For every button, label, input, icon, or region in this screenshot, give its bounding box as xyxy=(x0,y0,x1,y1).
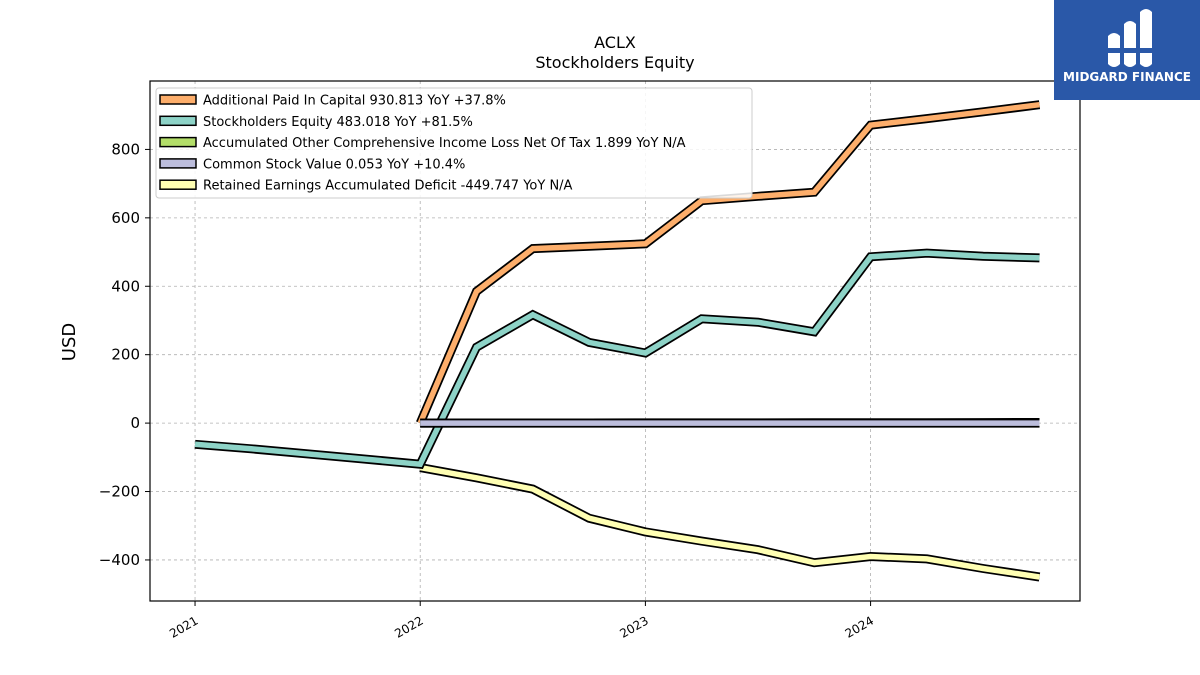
logo-mark-icon xyxy=(1106,9,1156,67)
legend-label: Retained Earnings Accumulated Deficit -4… xyxy=(203,179,573,194)
legend-swatch xyxy=(159,179,197,190)
legend-swatch xyxy=(159,115,197,127)
y-tick-label: 600 xyxy=(111,209,140,227)
series-line-outline xyxy=(194,248,1040,469)
y-tick-label: −200 xyxy=(99,483,140,501)
legend: Additional Paid In Capital 930.813 YoY +… xyxy=(155,87,753,199)
y-tick-label: 0 xyxy=(130,414,140,432)
logo-text: MIDGARD FINANCE xyxy=(1063,70,1191,84)
y-axis: −400 −200 0 200 400 600 800 xyxy=(99,140,150,569)
legend-label: Additional Paid In Capital 930.813 YoY +… xyxy=(203,94,506,109)
x-tick-label: 2021 xyxy=(167,613,200,640)
x-tick-label: 2024 xyxy=(843,613,876,640)
legend-box xyxy=(155,87,753,199)
legend-label: Accumulated Other Comprehensive Income L… xyxy=(203,136,686,151)
series-line-fill xyxy=(419,464,1040,580)
legend-swatch xyxy=(159,158,197,169)
series-line xyxy=(194,248,1040,469)
chart-title: ACLX xyxy=(594,33,636,52)
y-tick-label: 400 xyxy=(111,277,140,295)
x-tick-label: 2023 xyxy=(617,613,650,640)
plot-frame xyxy=(149,80,1081,602)
y-tick-label: 200 xyxy=(111,346,140,364)
series-line-fill xyxy=(194,250,1040,468)
y-tick-label: 800 xyxy=(111,140,140,158)
x-tick-label: 2022 xyxy=(392,613,425,640)
x-axis: 2021 2022 2023 2024 xyxy=(167,601,876,641)
series-line xyxy=(419,463,1041,582)
legend-label: Stockholders Equity 483.018 YoY +81.5% xyxy=(203,115,473,130)
chart-subtitle: Stockholders Equity xyxy=(535,53,694,72)
y-axis-label: USD xyxy=(59,323,80,361)
legend-label: Common Stock Value 0.053 YoY +10.4% xyxy=(203,157,465,172)
legend-swatch xyxy=(159,136,197,148)
midgard-finance-logo: MIDGARD FINANCE xyxy=(1054,0,1200,100)
legend-swatch xyxy=(159,94,197,105)
y-tick-label: −400 xyxy=(99,551,140,569)
